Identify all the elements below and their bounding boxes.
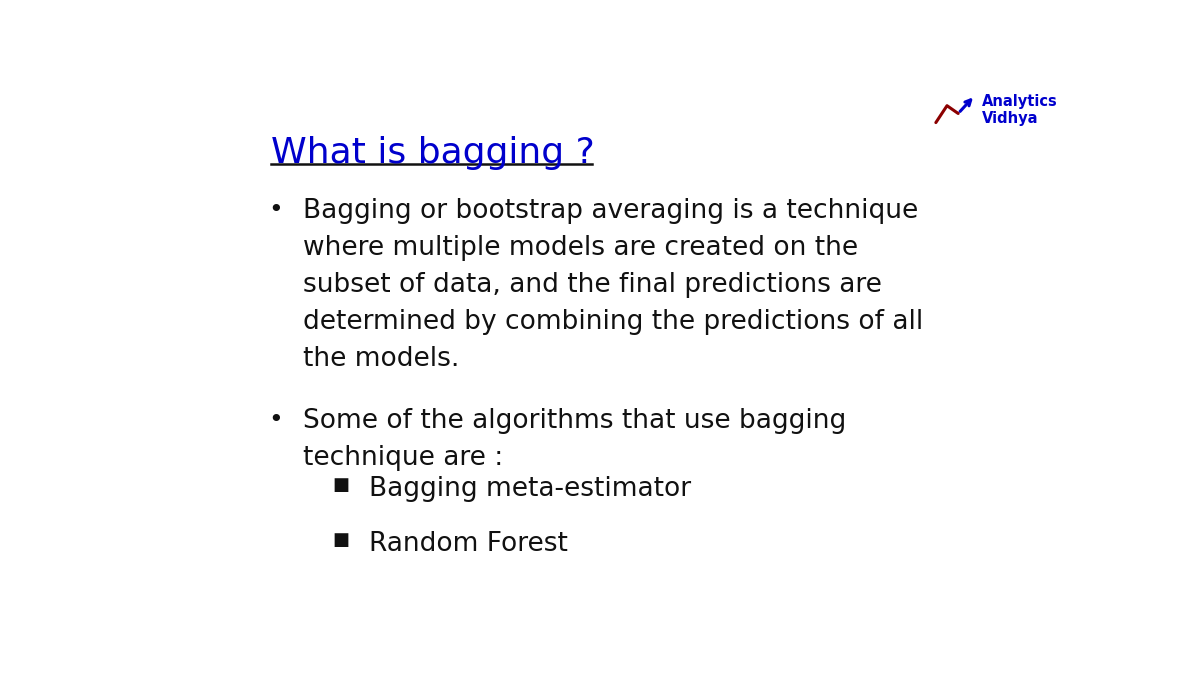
Text: Analytics
Vidhya: Analytics Vidhya [983, 94, 1058, 126]
Text: ■: ■ [332, 476, 349, 494]
Text: Some of the algorithms that use bagging
technique are :: Some of the algorithms that use bagging … [304, 408, 847, 471]
Text: •: • [268, 198, 283, 222]
Text: •: • [268, 408, 283, 433]
Text: Bagging meta-estimator: Bagging meta-estimator [368, 476, 691, 502]
Text: Bagging or bootstrap averaging is a technique
where multiple models are created : Bagging or bootstrap averaging is a tech… [304, 198, 924, 372]
Text: ■: ■ [332, 531, 349, 549]
Text: What is bagging ?: What is bagging ? [271, 136, 595, 169]
Text: Random Forest: Random Forest [368, 531, 568, 557]
